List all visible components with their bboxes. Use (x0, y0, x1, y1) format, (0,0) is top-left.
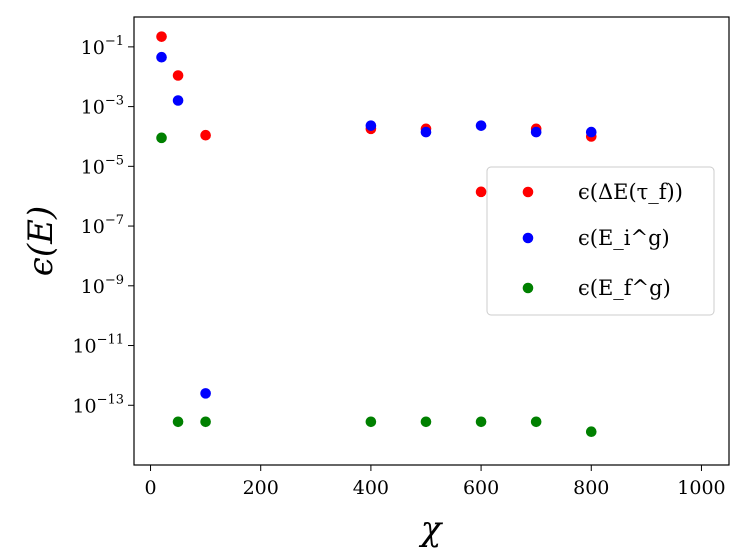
data-point-series-2 (200, 388, 211, 399)
x-axis-ticks: 0 200 400 600 800 1000 (144, 465, 726, 499)
y-tick-exponent: −7 (105, 213, 124, 228)
y-tick-label: 10−7 (81, 213, 124, 238)
x-tick-label: 600 (463, 477, 499, 499)
y-tick-label: 10−3 (81, 94, 124, 119)
data-point-series-2 (365, 120, 377, 131)
data-point-series-1 (475, 186, 487, 198)
y-tick-label: 10−5 (81, 153, 124, 178)
data-point-series-3 (156, 132, 167, 144)
y-tick-exponent: −13 (97, 392, 124, 407)
legend-marker-e-i-g (522, 232, 534, 244)
y-tick-label: 10−11 (72, 333, 124, 358)
data-point-series-1 (200, 129, 211, 141)
y-tick-base: 10 (81, 216, 105, 238)
data-point-series-2 (156, 51, 167, 63)
data-point-series-2 (530, 126, 542, 138)
y-tick-base: 10 (81, 156, 105, 178)
data-point-series-3 (585, 426, 597, 438)
legend: ϵ(ΔE(τ_f)) ϵ(E_i^g) ϵ(E_f^g) (486, 166, 715, 316)
y-tick-base: 10 (72, 336, 96, 358)
data-point-series-3 (172, 416, 184, 428)
plot-frame (133, 16, 730, 466)
data-point-series-3 (475, 416, 487, 428)
legend-marker-e-f-g (522, 282, 534, 294)
y-axis-label: ϵ(E) (21, 206, 61, 276)
y-tick-base: 10 (72, 395, 96, 417)
y-tick-exponent: −11 (97, 333, 124, 348)
legend-label-e-i-g: ϵ(E_i^g) (578, 226, 670, 250)
x-tick-label: 800 (573, 477, 609, 499)
y-tick-label: 10−9 (81, 273, 124, 298)
data-point-series-2 (585, 126, 597, 138)
legend-marker-delta-e (522, 186, 534, 198)
x-tick-label: 200 (243, 477, 279, 499)
x-tick-label: 0 (144, 477, 156, 499)
y-tick-base: 10 (81, 276, 105, 298)
data-point-series-3 (530, 416, 542, 428)
legend-label-delta-e: ϵ(ΔE(τ_f)) (578, 180, 683, 204)
legend-box (486, 166, 715, 316)
data-point-series-3 (365, 416, 377, 428)
y-tick-base: 10 (81, 97, 105, 119)
data-point-series-1 (172, 70, 184, 81)
y-tick-exponent: −3 (105, 94, 124, 109)
data-point-series-2 (420, 126, 432, 138)
legend-label-e-f-g: ϵ(E_f^g) (578, 276, 671, 300)
data-point-series-3 (200, 416, 211, 428)
data-point-series-3 (420, 416, 432, 428)
x-tick-label: 400 (353, 477, 389, 499)
data-point-series-2 (172, 95, 184, 106)
data-point-series-2 (475, 120, 487, 131)
y-tick-label: 10−1 (81, 34, 124, 59)
data-point-series-1 (156, 31, 167, 42)
y-tick-base: 10 (81, 37, 105, 59)
x-axis-label: χ (419, 509, 444, 549)
y-tick-exponent: −5 (105, 153, 124, 168)
y-tick-label: 10−13 (72, 392, 124, 417)
y-tick-exponent: −1 (105, 34, 124, 49)
y-tick-exponent: −9 (105, 273, 124, 288)
data-points (156, 31, 597, 438)
x-tick-label: 1000 (677, 477, 725, 499)
